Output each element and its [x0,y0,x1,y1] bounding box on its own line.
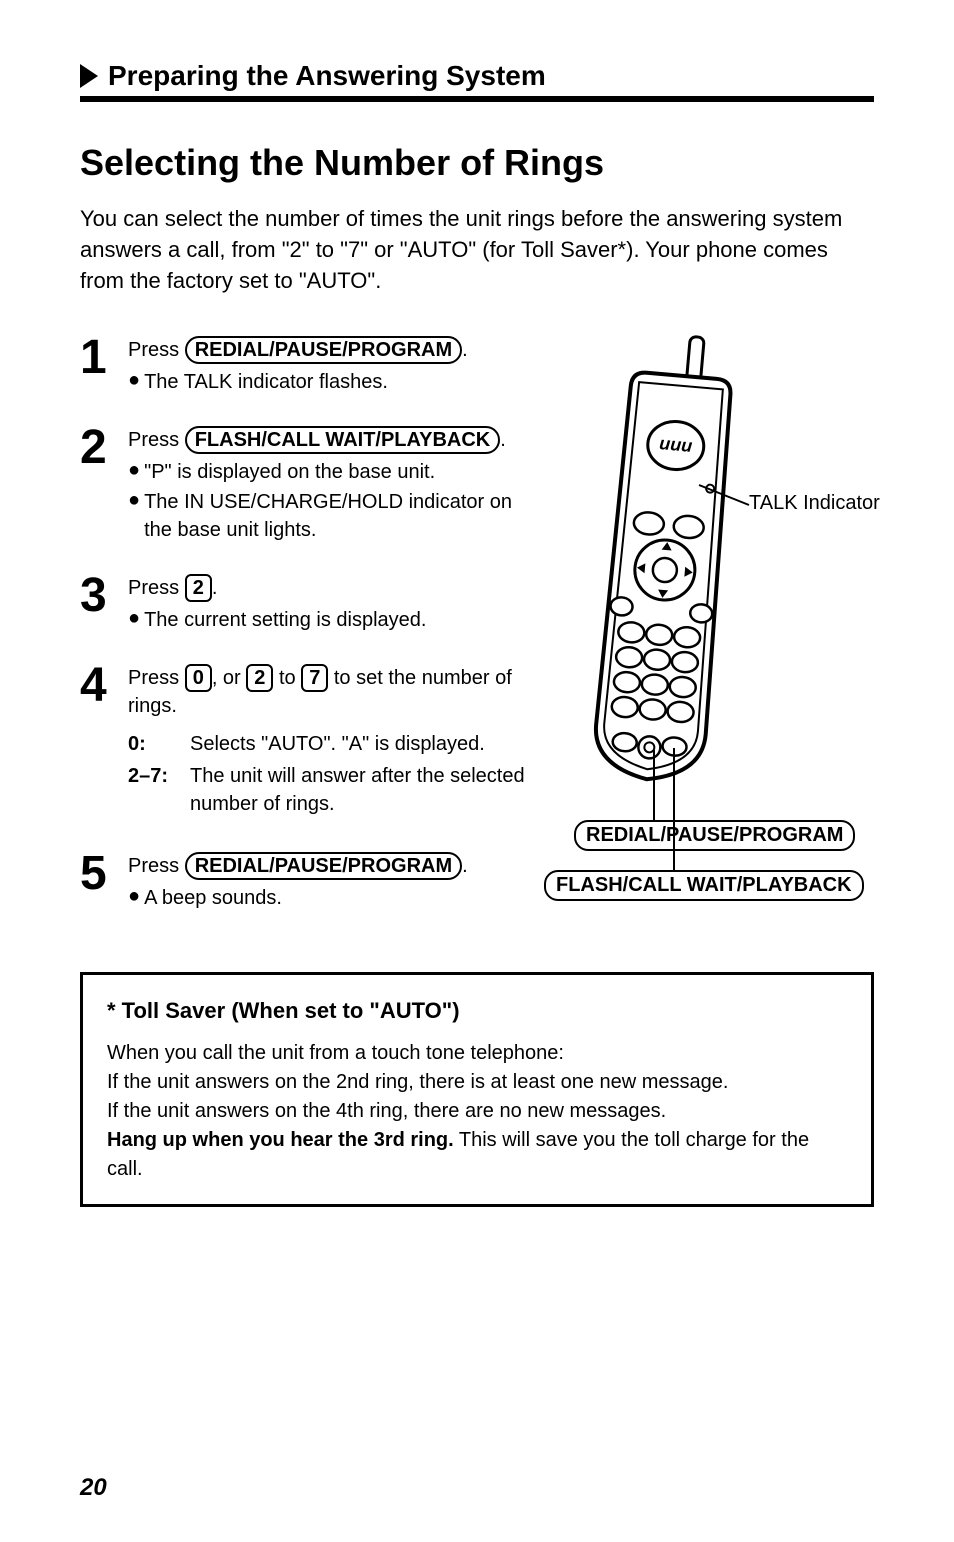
arrow-right-icon [80,64,98,88]
title-bold: * Toll Saver [107,998,231,1023]
title-suffix: (When set to "AUTO") [231,998,459,1023]
sub-desc: The unit will answer after the selected … [190,762,540,818]
svg-text:uuu: uuu [659,433,694,456]
bullet-dot-icon: ● [128,606,140,630]
step-number: 4 [80,664,110,707]
toll-saver-line: If the unit answers on the 4th ring, the… [107,1097,847,1126]
bullet-text: The IN USE/CHARGE/HOLD indicator on the … [144,488,540,544]
page-title: Selecting the Number of Rings [80,142,874,184]
step-content: Press REDIAL/PAUSE/PROGRAM. ● A beep sou… [128,852,540,912]
callout-redial-button: REDIAL/PAUSE/PROGRAM [574,820,855,851]
bullet-dot-icon: ● [128,488,140,512]
callout-talk-indicator: TALK Indicator [749,492,880,515]
text: Press [128,667,185,689]
key-label: 2 [246,664,273,692]
toll-saver-box: * Toll Saver (When set to "AUTO") When y… [80,972,874,1207]
button-label: REDIAL/PAUSE/PROGRAM [185,336,462,364]
bullet-dot-icon: ● [128,368,140,392]
step-content: Press REDIAL/PAUSE/PROGRAM. ● The TALK i… [128,336,540,396]
toll-saver-bold: Hang up when you hear the 3rd ring. [107,1129,454,1151]
step-content: Press FLASH/CALL WAIT/PLAYBACK. ● "P" is… [128,426,540,544]
toll-saver-line: When you call the unit from a touch tone… [107,1039,847,1068]
text: Press [128,429,185,451]
text: , or [212,667,246,689]
text: Press [128,577,185,599]
bullet-text: The current setting is displayed. [144,606,426,634]
intro-text: You can select the number of times the u… [80,204,874,296]
bullet-text: "P" is displayed on the base unit. [144,458,435,486]
callout-flash-button: FLASH/CALL WAIT/PLAYBACK [544,870,864,901]
step-number: 5 [80,852,110,895]
step-5: 5 Press REDIAL/PAUSE/PROGRAM. ● A beep s… [80,852,540,912]
bullet-dot-icon: ● [128,458,140,482]
text: . [462,339,468,361]
bullet-item: ● A beep sounds. [128,884,540,912]
sub-item: 2–7: The unit will answer after the sele… [128,762,540,818]
toll-saver-line: If the unit answers on the 2nd ring, the… [107,1068,847,1097]
text: . [500,429,506,451]
bullet-item: ● The current setting is displayed. [128,606,540,634]
text: . [212,577,218,599]
bullet-item: ● The IN USE/CHARGE/HOLD indicator on th… [128,488,540,544]
bullet-dot-icon: ● [128,884,140,908]
step-content: Press 2. ● The current setting is displa… [128,574,540,634]
button-label: REDIAL/PAUSE/PROGRAM [185,852,462,880]
page-number: 20 [80,1474,107,1502]
step-content: Press 0, or 2 to 7 to set the number of … [128,664,540,822]
phone-diagram: uuu [514,330,894,910]
text: Press [128,339,185,361]
bullet-item: ● The TALK indicator flashes. [128,368,540,396]
step-number: 3 [80,574,110,617]
bullet-text: The TALK indicator flashes. [144,368,388,396]
step-3: 3 Press 2. ● The current setting is disp… [80,574,540,634]
button-label: FLASH/CALL WAIT/PLAYBACK [185,426,501,454]
bullet-item: ● "P" is displayed on the base unit. [128,458,540,486]
section-header: Preparing the Answering System [80,60,874,102]
text: Press [128,855,185,877]
toll-saver-line: Hang up when you hear the 3rd ring. This… [107,1126,847,1184]
step-4: 4 Press 0, or 2 to 7 to set the number o… [80,664,540,822]
sub-key: 2–7: [128,762,178,818]
step-2: 2 Press FLASH/CALL WAIT/PLAYBACK. ● "P" … [80,426,540,544]
sub-list: 0: Selects "AUTO". "A" is displayed. 2–7… [128,730,540,818]
sub-key: 0: [128,730,178,758]
step-1: 1 Press REDIAL/PAUSE/PROGRAM. ● The TALK… [80,336,540,396]
step-number: 1 [80,336,110,379]
sub-desc: Selects "AUTO". "A" is displayed. [190,730,540,758]
step-number: 2 [80,426,110,469]
key-label: 0 [185,664,212,692]
section-title: Preparing the Answering System [108,60,546,92]
text: . [462,855,468,877]
toll-saver-title: * Toll Saver (When set to "AUTO") [107,995,847,1027]
bullet-text: A beep sounds. [144,884,282,912]
key-label: 2 [185,574,212,602]
key-label: 7 [301,664,328,692]
text: to [273,667,301,689]
sub-item: 0: Selects "AUTO". "A" is displayed. [128,730,540,758]
